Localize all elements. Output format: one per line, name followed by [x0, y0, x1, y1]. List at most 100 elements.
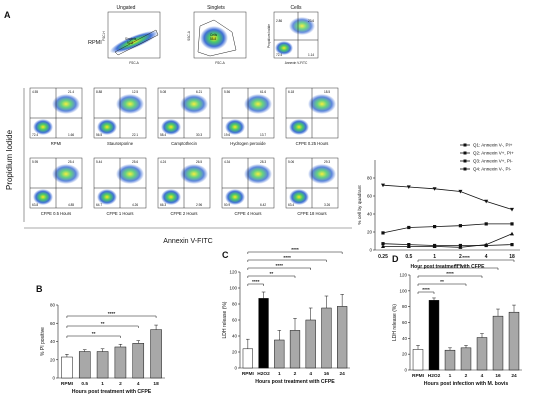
bar — [132, 343, 145, 379]
legend-label: Q3: Annexin V+, PI- — [473, 159, 513, 164]
significance-label: **** — [252, 279, 260, 285]
legend-marker — [463, 167, 467, 171]
line-series — [383, 233, 513, 248]
bar-y-tick-label: 100 — [229, 286, 237, 291]
cells-q2: 23.6 — [308, 19, 314, 23]
bar-x-tick-label: 4 — [137, 381, 140, 387]
singlets-y-label: SSC-A — [187, 30, 191, 41]
cells-q1: 2.86 — [276, 19, 282, 23]
line-y-tick-label: 0 — [369, 248, 372, 253]
singlets-plot: Singlets Cells 58.8 FSC-A SSC-A — [187, 5, 247, 65]
bar-x-tick-label: 4 — [309, 371, 312, 377]
flow-plot-density-q4 — [161, 189, 181, 205]
line-y-tick-label: 20 — [367, 230, 373, 235]
quadrant-line-chart: 0 20 40 60 80 0.25 0.5 1 2 4 18 Hour post treatment… — [357, 143, 520, 270]
bar-x-tick-label: 2 — [465, 373, 468, 379]
flow-plot-q3: 1.66 — [68, 133, 74, 137]
ungated-gate-value: 92.8 — [127, 41, 133, 45]
line-x-tick-label: 2 — [459, 254, 462, 260]
bar-y-axis-title: LDH release (%) — [392, 304, 398, 341]
bar — [274, 339, 285, 369]
flow-plot-q4: 58.4 — [160, 133, 166, 137]
flow-plot-q1: 4.34 — [224, 160, 230, 164]
flow-plot-label: Camptothecin — [171, 141, 198, 146]
flow-plot-q4: 63.8 — [32, 203, 38, 207]
line-series — [382, 243, 513, 246]
line-point — [458, 245, 463, 249]
flow-plot-q3: 3.26 — [324, 203, 330, 207]
cells-density-q2 — [289, 17, 315, 35]
flow-plot-q2: 26.5 — [196, 160, 202, 164]
grid-y-axis-title: Propidium Iodide — [5, 129, 14, 190]
bar-x-tick-label: 4 — [481, 373, 484, 379]
bar-y-tick-label: 60 — [50, 321, 56, 326]
line-point — [510, 231, 514, 236]
flow-plot-density-q4 — [289, 119, 309, 135]
flow-plot-label: Hydrogen peroxide — [230, 141, 266, 146]
flow-plot-label: RPMI — [51, 141, 61, 146]
bar — [258, 298, 269, 369]
flow-plot-density-q2 — [116, 94, 144, 114]
cells-y-label: Propidium Iodide — [267, 24, 271, 48]
significance-label: **** — [283, 255, 291, 261]
panel-letter-a: A — [4, 10, 11, 20]
bar — [337, 306, 348, 369]
bar-y-axis-title: % PI positive — [40, 327, 46, 356]
bar-y-tick-label: 60 — [402, 320, 408, 325]
flow-plot-q4: 64.7 — [96, 203, 102, 207]
significance-label: **** — [422, 287, 430, 293]
bar-y-tick-label: 20 — [232, 350, 238, 355]
bar-x-axis-title: Hours post infection with M. bovis — [424, 381, 509, 387]
line-y-axis-title: % cell by quadrant — [357, 185, 363, 225]
flow-plot-q1: 5.06 — [288, 160, 294, 164]
legend-marker — [463, 159, 467, 163]
ungated-x-label: FSC-A — [129, 61, 139, 65]
line-point — [484, 242, 489, 247]
bar-y-tick-label: 20 — [50, 357, 56, 362]
flow-plot-density-q2 — [116, 164, 144, 184]
bar-x-tick-label: RPMI — [242, 371, 255, 377]
ungated-plot: Ungated Singlets 92.8 FSC-A FSC-H — [102, 5, 161, 65]
panel-letter-b: B — [36, 284, 43, 294]
line-x-tick-label: 1 — [433, 254, 436, 260]
singlets-density — [200, 26, 228, 50]
line-point — [381, 242, 385, 246]
significance-label: **** — [276, 263, 284, 269]
flow-plot-q4: 72.4 — [32, 133, 38, 137]
cells-title: Cells — [290, 5, 302, 11]
significance-label: ** — [270, 271, 274, 277]
bar — [460, 347, 472, 371]
bar-y-tick-label: 60 — [232, 318, 238, 323]
flow-plot-density-q2 — [52, 94, 80, 114]
line-y-tick-label: 40 — [367, 212, 373, 217]
panel-letter-d: D — [392, 254, 399, 264]
bar-x-tick-label: RPMI — [412, 373, 425, 379]
bar — [242, 348, 253, 369]
significance-label: ** — [440, 279, 444, 285]
flow-plot-q4: 56.5 — [96, 133, 102, 137]
line-point — [381, 183, 385, 188]
bar — [96, 351, 109, 379]
bar-x-tick-label: 2 — [294, 371, 297, 377]
bar-x-tick-label: 24 — [339, 371, 345, 377]
significance-label: **** — [291, 247, 299, 253]
bar-x-tick-label: 16 — [324, 371, 330, 377]
bar-y-tick-label: 40 — [232, 334, 238, 339]
flow-plot-label: CFPE 1 Hours — [107, 211, 134, 216]
flow-plot-q4: 63.4 — [288, 203, 294, 207]
bar-x-tick-label: 2 — [119, 381, 122, 387]
flow-plot-label: CFPE 0.5 Hours — [41, 211, 72, 216]
bar — [428, 300, 440, 371]
legend-label: Q1: Annexin V-, PI+ — [473, 143, 513, 148]
legend-label: Q4: Annexin V-, PI- — [473, 167, 512, 172]
bar — [289, 330, 301, 369]
flow-plot-density-q2 — [52, 164, 80, 184]
significance-label: **** — [454, 263, 462, 269]
bar-x-tick-label: 24 — [511, 373, 517, 379]
significance-label: **** — [446, 271, 454, 277]
cells-density-q4 — [275, 41, 293, 55]
line-point — [484, 199, 489, 204]
flow-plot-density-q4 — [33, 189, 53, 205]
line-point — [432, 244, 437, 248]
